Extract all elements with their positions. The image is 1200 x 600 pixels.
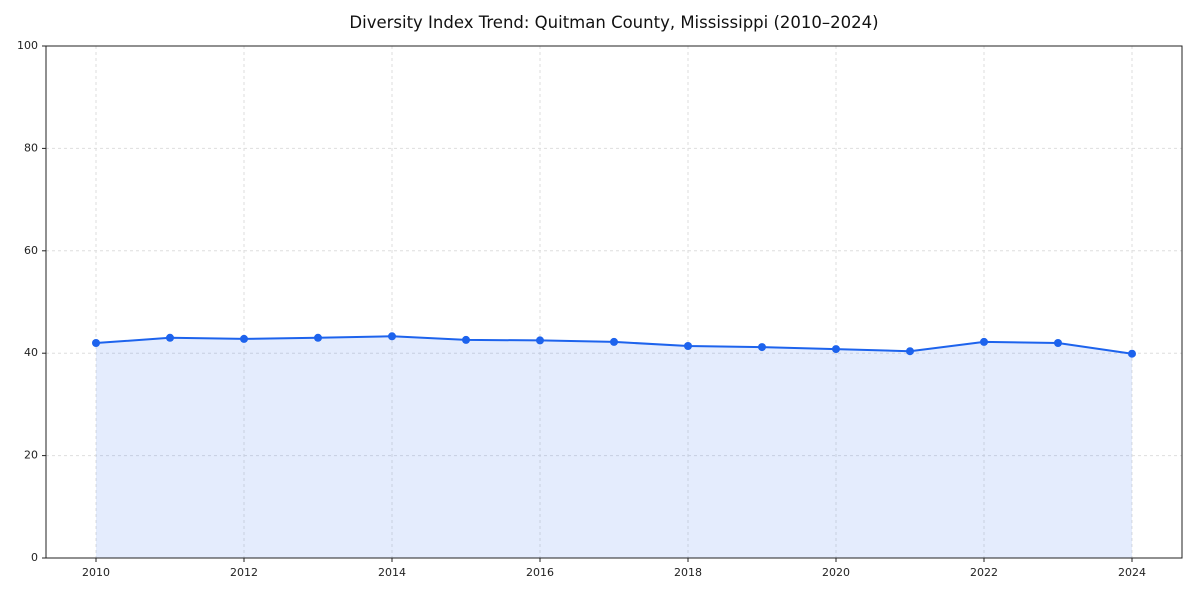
svg-text:40: 40 <box>24 346 38 359</box>
svg-text:2018: 2018 <box>674 566 702 579</box>
svg-text:2020: 2020 <box>822 566 850 579</box>
svg-text:100: 100 <box>17 39 38 52</box>
svg-text:60: 60 <box>24 244 38 257</box>
svg-text:0: 0 <box>31 551 38 564</box>
svg-text:20: 20 <box>24 449 38 462</box>
chart-title: Diversity Index Trend: Quitman County, M… <box>349 13 879 32</box>
svg-text:2016: 2016 <box>526 566 554 579</box>
svg-text:2012: 2012 <box>230 566 258 579</box>
svg-text:2010: 2010 <box>82 566 110 579</box>
svg-text:2014: 2014 <box>378 566 406 579</box>
svg-text:2024: 2024 <box>1118 566 1146 579</box>
svg-text:2022: 2022 <box>970 566 998 579</box>
svg-text:80: 80 <box>24 141 38 154</box>
